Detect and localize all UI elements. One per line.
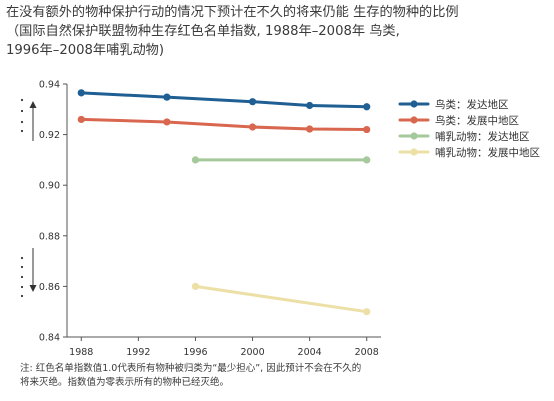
legend-label: 鸟类：发展中地区 — [435, 114, 519, 127]
axis-break-dot — [20, 129, 24, 133]
legend-label: 鸟类：发达地区 — [435, 98, 509, 111]
legend-label: 哺乳动物：发展中地区 — [435, 146, 540, 159]
y-tick-label: 0.86 — [39, 282, 60, 293]
axis-break-dot — [20, 98, 24, 102]
y-tick-label: 0.92 — [39, 130, 60, 141]
axis-break-dot — [20, 256, 24, 260]
data-point — [191, 282, 200, 290]
series-line-4 — [193, 284, 369, 314]
axis-break-arrow-down — [29, 285, 37, 292]
axis-break-dot — [20, 109, 24, 113]
axis-break-dot — [20, 285, 24, 289]
y-tick-label: 0.84 — [39, 333, 60, 344]
axis-break-dot — [20, 120, 24, 124]
y-tick-label: 0.90 — [39, 181, 60, 192]
x-tick-label: 1996 — [183, 347, 207, 358]
axis-break-dot — [20, 294, 24, 298]
legend-swatch-marker — [410, 132, 418, 140]
note-line-2: 将来灭绝。指数值为零表示所有的物种已经灭绝。 — [20, 377, 230, 388]
data-point — [363, 308, 371, 316]
y-tick-label: 0.94 — [39, 80, 60, 91]
title-line-1: 在没有额外的物种保护行动的情况下预计在不久的将来仍能 生存的物种的比例 — [6, 5, 459, 20]
axis-break-dot — [20, 275, 24, 279]
data-point — [248, 123, 257, 131]
legend-label: 哺乳动物：发达地区 — [435, 130, 530, 143]
legend-swatch-marker — [410, 100, 418, 108]
axis-break-arrow-up — [29, 101, 37, 108]
x-tick-label: 2000 — [240, 347, 264, 358]
x-tick-label: 1992 — [126, 347, 150, 358]
data-point — [363, 103, 371, 111]
data-point — [163, 118, 171, 126]
chart-title: 在没有额外的物种保护行动的情况下预计在不久的将来仍能 生存的物种的比例 （国际自… — [6, 3, 551, 60]
title-line-3: 1996年–2008年哺乳动物) — [6, 43, 164, 58]
x-tick-label: 2004 — [298, 347, 322, 358]
data-point — [306, 101, 314, 110]
title-line-2: （国际自然保护联盟物种生存红色名单指数, 1988年–2008年 鸟类, — [6, 24, 400, 39]
data-point — [191, 156, 200, 164]
data-point — [163, 93, 171, 101]
x-tick-label: 2008 — [355, 347, 379, 358]
data-point — [363, 156, 371, 164]
data-point — [77, 89, 85, 97]
note-line-1: 注: 红色名单指数值1.0代表所有物种被归类为“最少担心”, 因此预计不会在不久… — [20, 363, 362, 374]
x-tick-label: 1988 — [69, 347, 93, 358]
data-point — [77, 115, 85, 124]
data-point — [248, 98, 257, 106]
chart-note: 注: 红色名单指数值1.0代表所有物种被归类为“最少担心”, 因此预计不会在不久… — [20, 362, 361, 390]
y-tick-label: 0.88 — [39, 231, 60, 242]
series-line-2 — [79, 117, 369, 132]
legend-swatch-marker — [410, 116, 418, 124]
series-line-1 — [79, 91, 369, 109]
data-point — [363, 125, 371, 134]
legend-swatch-marker — [410, 148, 418, 156]
data-point — [306, 125, 314, 133]
axis-break-dot — [20, 265, 24, 269]
